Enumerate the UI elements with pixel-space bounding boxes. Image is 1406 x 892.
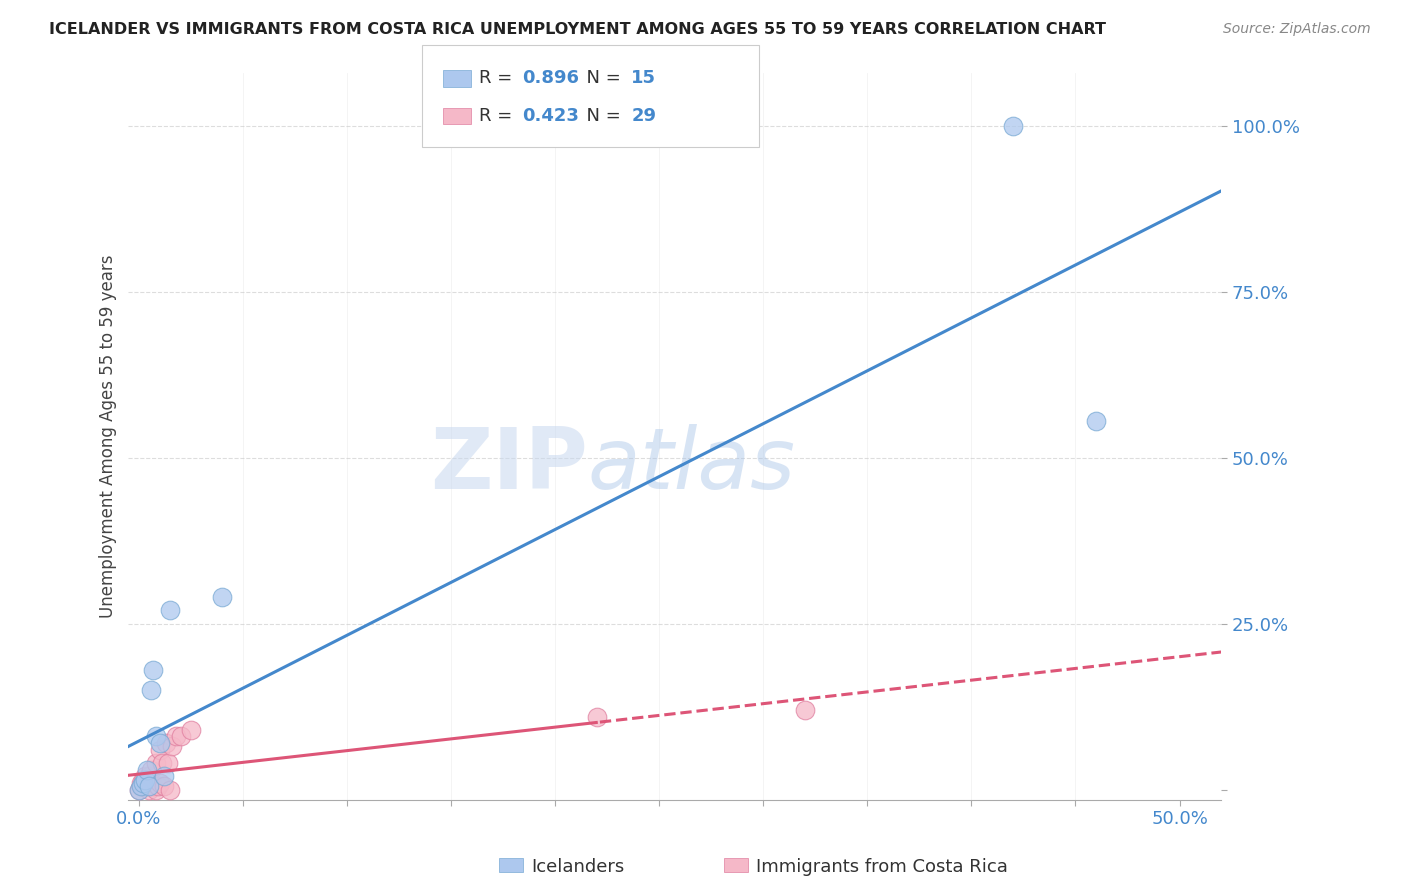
Point [129,776,152,790]
Point [155,736,177,750]
Text: Immigrants from Costa Rica: Immigrants from Costa Rica [756,858,1008,876]
Point [138,779,160,793]
Point [128,782,150,797]
Text: Source: ZipAtlas.com: Source: ZipAtlas.com [1223,22,1371,37]
Point [165,730,187,744]
Point [145,730,167,744]
Text: N =: N = [575,107,627,125]
Text: 29: 29 [631,107,657,125]
Point [793,703,815,717]
Point [136,763,159,777]
Point [146,779,169,793]
Point [134,772,156,787]
Point [149,743,172,757]
Point [169,730,191,744]
Text: Icelanders: Icelanders [531,858,624,876]
Point [136,779,159,793]
Point [153,779,176,793]
Point [138,782,160,797]
Text: 15: 15 [631,70,657,87]
Text: 0.423: 0.423 [522,107,578,125]
Point [585,709,607,723]
Point [141,763,163,777]
Text: ZIP: ZIP [430,424,588,507]
Point [157,756,180,770]
Text: 0.896: 0.896 [522,70,579,87]
Point [142,663,165,677]
Point [132,772,155,787]
Point [142,779,165,793]
Text: R =: R = [479,70,519,87]
Point [180,723,202,737]
Point [145,782,167,797]
Text: R =: R = [479,107,519,125]
Point [159,603,181,617]
Point [132,779,155,793]
Point [138,769,160,783]
Point [129,779,152,793]
Point [159,782,181,797]
Point [153,769,176,783]
Point [149,736,172,750]
Point [128,782,150,797]
Text: N =: N = [575,70,627,87]
Text: ICELANDER VS IMMIGRANTS FROM COSTA RICA UNEMPLOYMENT AMONG AGES 55 TO 59 YEARS C: ICELANDER VS IMMIGRANTS FROM COSTA RICA … [49,22,1107,37]
Point [132,776,155,790]
Point [211,590,233,604]
Point [150,756,173,770]
Point [134,776,156,790]
Point [141,683,163,698]
Point [1002,119,1025,133]
Y-axis label: Unemployment Among Ages 55 to 59 years: Unemployment Among Ages 55 to 59 years [100,254,117,618]
Point [149,776,172,790]
Point [134,769,156,783]
Point [160,739,183,754]
Point [1085,414,1108,428]
Point [129,779,152,793]
Point [141,776,163,790]
Text: atlas: atlas [588,424,796,507]
Point [145,756,167,770]
